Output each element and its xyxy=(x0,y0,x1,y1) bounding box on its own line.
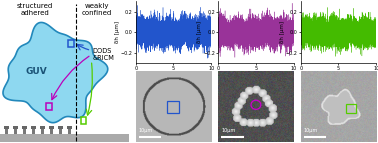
Text: DODS
&RICM: DODS &RICM xyxy=(93,48,115,61)
Polygon shape xyxy=(3,22,108,123)
X-axis label: t [s]: t [s] xyxy=(250,72,262,77)
Text: structured
adhered: structured adhered xyxy=(17,3,53,16)
Bar xyxy=(67,126,72,129)
Bar xyxy=(167,101,179,113)
Bar xyxy=(49,126,54,129)
Bar xyxy=(46,103,52,110)
Bar xyxy=(59,128,62,134)
Y-axis label: δh [μm]: δh [μm] xyxy=(115,21,120,43)
Bar xyxy=(346,104,356,113)
Y-axis label: δh [μm]: δh [μm] xyxy=(197,21,203,43)
Bar xyxy=(4,126,9,129)
Bar xyxy=(32,128,35,134)
Text: 10μm: 10μm xyxy=(139,128,153,133)
Text: GUV: GUV xyxy=(25,67,47,76)
Bar xyxy=(57,126,63,129)
Text: 10μm: 10μm xyxy=(304,128,318,133)
Bar xyxy=(41,128,44,134)
Bar xyxy=(81,117,87,124)
Bar xyxy=(5,128,8,134)
Bar xyxy=(0,134,129,142)
Bar xyxy=(40,126,45,129)
Bar xyxy=(31,126,36,129)
X-axis label: t [s]: t [s] xyxy=(333,72,344,77)
Bar xyxy=(68,40,74,47)
X-axis label: t [s]: t [s] xyxy=(168,72,179,77)
Bar xyxy=(22,126,27,129)
Y-axis label: δh [μm]: δh [μm] xyxy=(280,21,285,43)
Bar xyxy=(14,128,17,134)
Bar xyxy=(68,128,71,134)
Bar xyxy=(12,126,18,129)
Bar xyxy=(50,128,53,134)
Text: weakly
confined: weakly confined xyxy=(81,3,112,16)
Bar xyxy=(23,128,26,134)
Text: 10μm: 10μm xyxy=(221,128,235,133)
